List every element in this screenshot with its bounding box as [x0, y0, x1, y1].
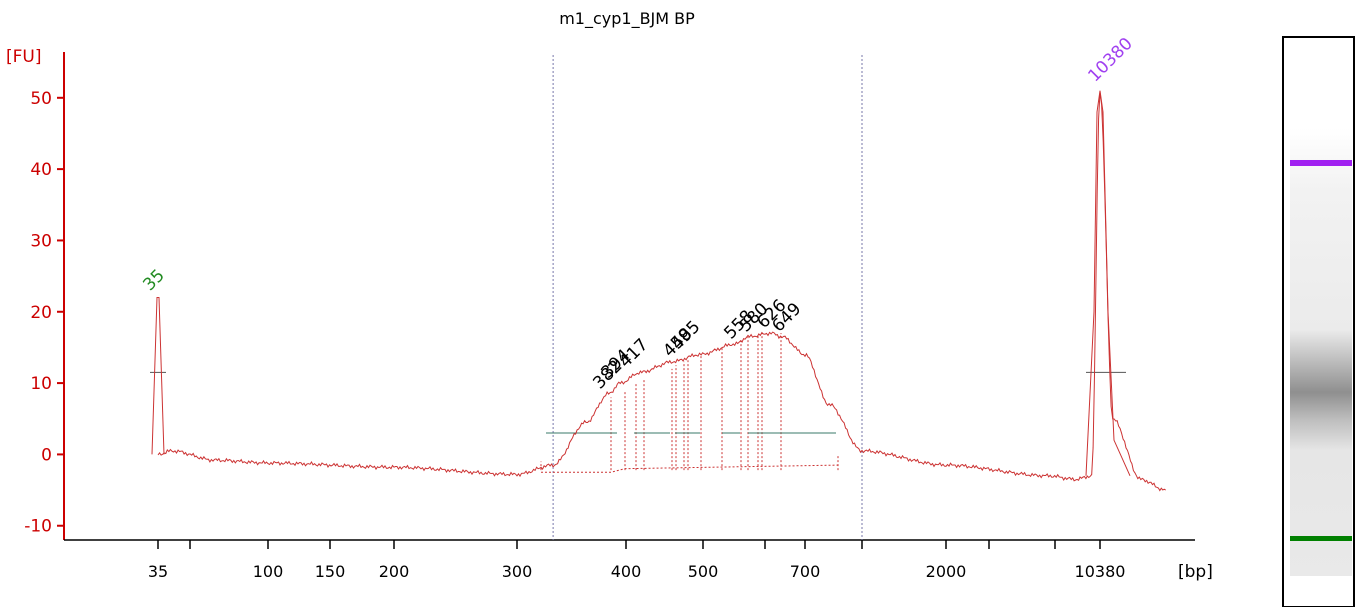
y-tick-label: 40	[30, 160, 52, 180]
x-tick-label: 400	[611, 562, 642, 581]
peak-area-lines	[540, 333, 839, 473]
lower-marker-peak	[151, 297, 165, 455]
trace-group	[151, 90, 1166, 492]
y-tick-label: 30	[30, 231, 52, 251]
baseline-segments	[150, 371, 1126, 434]
x-tick-label: 200	[379, 562, 410, 581]
x-tick-label: 700	[790, 562, 821, 581]
trace-line	[157, 92, 1166, 492]
x-tick-label: 2000	[926, 562, 967, 581]
x-axis-unit: [bp]	[1178, 562, 1213, 582]
y-tick-label: -10	[24, 517, 52, 537]
x-tick-label: 10380	[1075, 562, 1126, 581]
y-tick-label: 50	[30, 89, 52, 109]
x-tick-label: 100	[253, 562, 284, 581]
upper-marker-peak	[1085, 90, 1131, 477]
gel-upper-marker-band	[1290, 160, 1352, 166]
y-axis-unit: [FU]	[6, 47, 42, 67]
peak-label: 10380	[1084, 34, 1136, 86]
smear-baseline	[541, 464, 839, 473]
gel-lane-smear	[1290, 128, 1352, 576]
chart-axes: -10 0 10 20 30 40 50 35 100 150 200 300 400 500 700 200…	[24, 52, 1195, 581]
x-tick-label: 35	[148, 562, 168, 581]
region-markers	[552, 55, 863, 540]
y-tick-label: 10	[30, 374, 52, 394]
chart-title: m1_cyp1_BJM BP	[559, 9, 695, 29]
x-tick-label: 500	[688, 562, 719, 581]
peak-label: 35	[139, 266, 168, 295]
y-tick-label: 0	[41, 445, 52, 465]
x-tick-label: 300	[502, 562, 533, 581]
gel-lower-marker-band	[1290, 536, 1352, 541]
gel-lane	[1282, 36, 1355, 607]
y-tick-label: 20	[30, 303, 52, 323]
x-tick-label: 150	[315, 562, 346, 581]
